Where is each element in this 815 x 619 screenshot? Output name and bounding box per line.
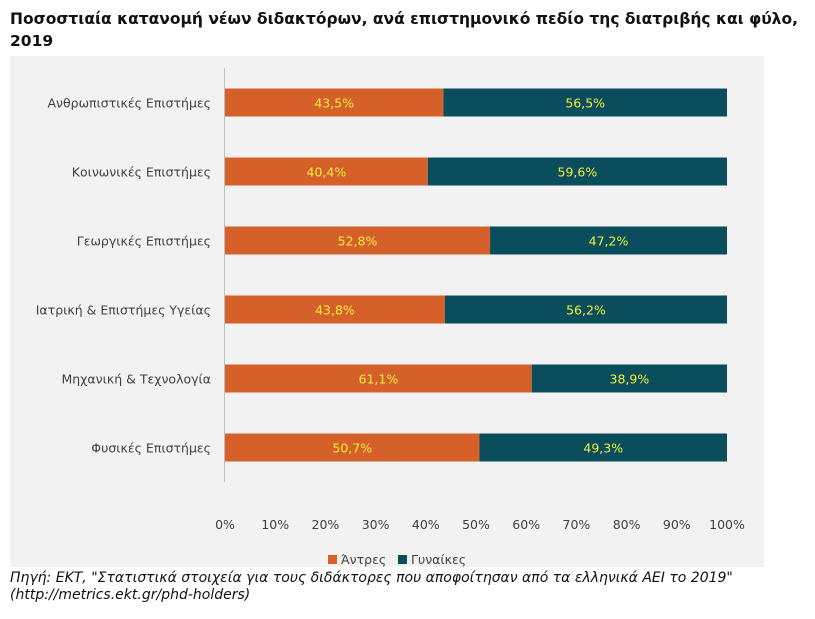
category-label: Κοινωνικές Επιστήμες xyxy=(72,165,211,180)
data-label: 56,5% xyxy=(565,96,605,111)
x-tick-label: 20% xyxy=(312,517,340,532)
bar-men xyxy=(225,295,445,324)
bar-women xyxy=(490,226,727,255)
x-tick-label: 10% xyxy=(261,517,289,532)
bar-women xyxy=(531,364,727,393)
data-label: 38,9% xyxy=(610,372,650,387)
legend-label: Άντρες xyxy=(341,552,386,567)
source-line: Πηγή: ΕΚΤ, "Στατιστικά στοιχεία για τους… xyxy=(10,570,733,586)
x-tick-label: 100% xyxy=(709,517,745,532)
bar-men xyxy=(225,433,480,462)
data-label: 47,2% xyxy=(589,234,629,249)
data-labels-group: 43,5% 56,5% 40,4% 59,6% 52,8% 47,2% 43,8% 56,2%… xyxy=(307,96,650,456)
x-tick-label: 40% xyxy=(412,517,440,532)
data-label: 50,7% xyxy=(332,441,372,456)
category-label: Γεωργικές Επιστήμες xyxy=(77,234,211,249)
data-label: 61,1% xyxy=(359,372,399,387)
bar-women xyxy=(443,88,727,117)
bar-men xyxy=(225,226,491,255)
bar-men xyxy=(225,88,444,117)
x-tick-label: 50% xyxy=(462,517,490,532)
legend-swatch-men xyxy=(328,555,337,564)
data-label: 43,5% xyxy=(314,96,354,111)
bar-women xyxy=(427,157,727,186)
x-tick-label: 70% xyxy=(563,517,591,532)
category-label: Μηχανική & Τεχνολογία xyxy=(61,372,211,387)
data-label: 56,2% xyxy=(566,303,606,318)
data-label: 40,4% xyxy=(307,165,347,180)
x-tick-label: 80% xyxy=(613,517,641,532)
category-label: Ανθρωπιστικές Επιστήμες xyxy=(47,96,211,111)
bar-series-group xyxy=(225,88,727,462)
data-label: 43,8% xyxy=(315,303,355,318)
legend: Άντρες Γυναίκες xyxy=(328,552,466,567)
data-label: 52,8% xyxy=(338,234,378,249)
category-label: Ιατρική & Επιστήμες Υγείας xyxy=(36,303,211,318)
bar-women xyxy=(444,295,727,324)
chart-title: Ποσοστιαία κατανομή νέων διδακτόρων, ανά… xyxy=(10,10,799,50)
x-tick-label: 30% xyxy=(362,517,390,532)
data-label: 49,3% xyxy=(583,441,623,456)
x-tick-labels-group: 0% 10% 20% 30% 40% 50% 60% 70% 80% 90% 100% xyxy=(215,517,745,532)
legend-swatch-women xyxy=(398,555,407,564)
source-note: Πηγή: ΕΚΤ, "Στατιστικά στοιχεία για τους… xyxy=(10,570,810,604)
x-tick-label: 90% xyxy=(663,517,691,532)
chart-svg: Ανθρωπιστικές Επιστήμες Κοινωνικές Επιστή… xyxy=(36,68,745,567)
data-label: 59,6% xyxy=(558,165,598,180)
x-tick-label: 60% xyxy=(512,517,540,532)
bar-men xyxy=(225,364,532,393)
x-tick-label: 0% xyxy=(215,517,235,532)
bar-men xyxy=(225,157,428,186)
category-axis: Ανθρωπιστικές Επιστήμες Κοινωνικές Επιστή… xyxy=(36,68,225,482)
source-url: (http://metrics.ekt.gr/phd-holders) xyxy=(10,587,251,603)
legend-label: Γυναίκες xyxy=(411,552,466,567)
category-label: Φυσικές Επιστήμες xyxy=(91,441,211,456)
bar-women xyxy=(479,433,727,462)
